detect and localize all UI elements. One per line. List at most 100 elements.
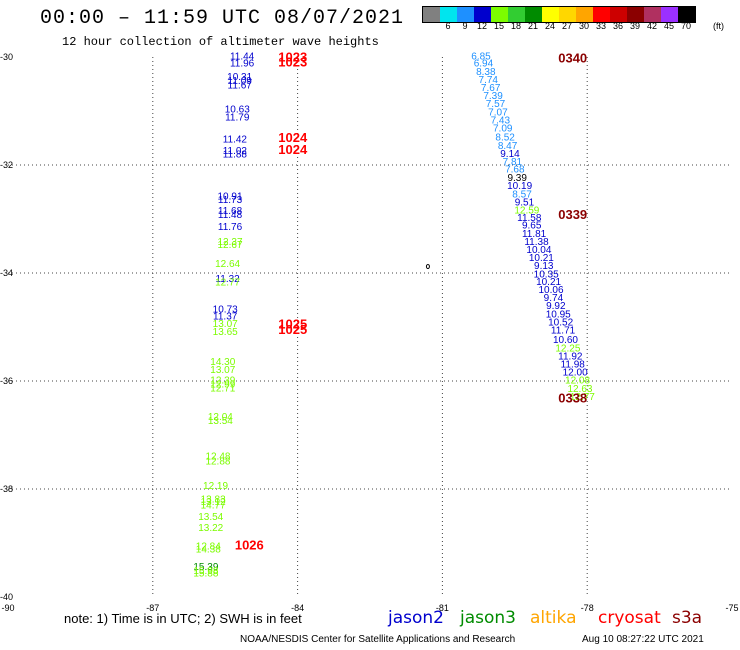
wave-height-label: 10.91 [218, 192, 243, 203]
wave-height-label: 7.74 [479, 75, 499, 86]
wave-height-label: 15.39 [193, 562, 218, 573]
wave-height-label: 10.73 [213, 304, 238, 315]
island-marker [425, 264, 430, 270]
lon-label: -81 [436, 603, 449, 613]
pass-time-label: 1025 [278, 317, 307, 332]
colorbar-label: 15 [493, 21, 505, 31]
wave-height-label: 7.81 [503, 157, 523, 168]
wave-height-label: 14.77 [201, 500, 226, 511]
colorbar-swatch [525, 7, 542, 22]
wave-height-label: 11.44 [230, 52, 255, 63]
wave-height-label: 11.71 [551, 325, 576, 336]
wave-height-label: 11.09 [228, 76, 253, 87]
lat-label: -34 [0, 268, 13, 278]
colorbar-swatch [457, 7, 474, 22]
wave-height-label: 10.63 [225, 105, 250, 116]
wave-height-label: 10.35 [534, 269, 559, 280]
lat-label: -32 [0, 160, 13, 170]
wave-height-label: 12.48 [205, 451, 230, 462]
wave-height-label: 8.57 [512, 189, 532, 200]
wave-height-label: 10.21 [536, 277, 561, 288]
wave-height-label: 11.42 [223, 134, 248, 145]
wave-height-label: 12.39 [210, 376, 235, 387]
pass-time-label: 0340 [558, 50, 587, 65]
colorbar-label: 45 [663, 21, 675, 31]
wave-height-label: 9.51 [515, 198, 535, 209]
colorbar-label: 70 [680, 21, 692, 31]
lon-label: -84 [291, 603, 304, 613]
wave-height-label: 9.14 [500, 149, 520, 160]
wave-height-label: 11.67 [228, 80, 253, 91]
wave-height-label: 11.58 [517, 213, 542, 224]
wave-height-label: 12.08 [565, 376, 590, 387]
wave-height-label: 12.25 [555, 343, 580, 354]
pass-time-label: 1024 [278, 130, 308, 145]
wave-height-label: 13.54 [198, 512, 223, 523]
wave-height-label: 11.98 [561, 360, 586, 371]
wave-height-label: 11.76 [218, 222, 243, 233]
colorbar-swatch [678, 7, 695, 22]
wave-height-label: 8.38 [476, 67, 496, 78]
wave-height-label: 10.19 [507, 181, 532, 192]
legend-cryosat: cryosat [598, 608, 661, 628]
wave-height-label: 12.19 [203, 481, 228, 492]
wave-height-label: 12.71 [210, 383, 235, 394]
wave-height-label: 13.07 [213, 319, 238, 330]
wave-height-label: 7.68 [505, 165, 525, 176]
wave-height-label: 12.64 [215, 259, 240, 270]
pass-time-label: 1023 [278, 49, 307, 64]
pass-time-label: 1025 [278, 322, 307, 337]
wave-height-label: 12.63 [567, 384, 592, 395]
colorbar-swatch [474, 7, 491, 22]
colorbar-swatch [593, 7, 610, 22]
colorbar-swatch [610, 7, 627, 22]
pass-time-label: 1026 [235, 537, 264, 552]
colorbar-swatch [661, 7, 678, 22]
wave-height-label: 11.73 [218, 195, 243, 206]
wave-height-label: 12.84 [196, 541, 221, 552]
colorbar-swatch [576, 7, 593, 22]
wave-height-label: 11.92 [558, 351, 583, 362]
colorbar-label: 36 [612, 21, 624, 31]
wave-height-label: 9.39 [507, 173, 527, 184]
colorbar-swatch [627, 7, 644, 22]
wave-height-label: 10.21 [529, 253, 554, 264]
lat-label: -38 [0, 484, 13, 494]
credit-text: NOAA/NESDIS Center for Satellite Applica… [240, 634, 516, 645]
wave-height-label: 9.92 [546, 301, 566, 312]
legend-s3a: s3a [672, 608, 703, 628]
colorbar-unit: (ft) [713, 21, 724, 31]
wave-height-label: 9.13 [534, 261, 554, 272]
lat-label: -30 [0, 52, 13, 62]
wave-height-label: 13.65 [213, 327, 238, 338]
colorbar-swatch [644, 7, 661, 22]
footer-note: note: 1) Time is in UTC; 2) SWH is in fe… [64, 611, 302, 626]
legend-altika: altika [530, 608, 577, 628]
wave-height-label: 11.37 [213, 311, 238, 322]
wave-height-label: 15.88 [193, 568, 218, 579]
wave-height-label: 8.52 [495, 133, 515, 144]
wave-height-label: 14.38 [196, 545, 221, 556]
wave-height-label: 11.02 [223, 146, 248, 157]
colorbar [422, 6, 696, 23]
wave-height-label: 13.54 [208, 416, 233, 427]
wave-height-label: 11.48 [218, 210, 243, 221]
wave-height-label: 9.74 [544, 293, 564, 304]
wave-height-label: 10.60 [553, 335, 578, 346]
colorbar-label: 6 [445, 21, 451, 31]
wave-height-label: 11.79 [225, 113, 250, 124]
wave-height-label: 7.09 [493, 124, 513, 135]
legend-jason3: jason3 [460, 608, 516, 628]
wave-height-label: 10.31 [227, 72, 252, 83]
legend-jason2: jason2 [388, 608, 444, 628]
wave-height-label: 10.06 [538, 285, 563, 296]
wave-height-label: 9.65 [522, 221, 542, 232]
wave-height-label: 12.59 [514, 206, 539, 217]
lat-label: -40 [0, 592, 13, 602]
pass-time-label: 0339 [558, 207, 587, 222]
wave-height-label: 7.57 [486, 99, 506, 110]
colorbar-swatch [508, 7, 525, 22]
wave-height-label: 13.12 [201, 497, 226, 508]
colorbar-swatch [440, 7, 457, 22]
